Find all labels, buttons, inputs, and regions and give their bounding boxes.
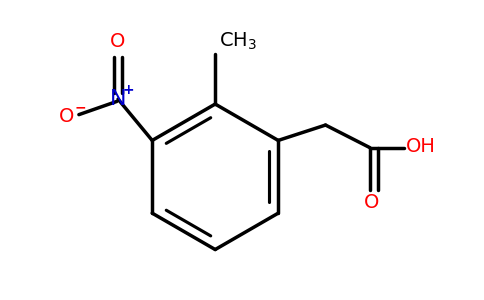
Text: −: − <box>74 100 86 115</box>
Text: OH: OH <box>406 137 436 156</box>
Text: O: O <box>364 193 379 212</box>
Text: N: N <box>110 89 126 109</box>
Text: O: O <box>59 106 74 125</box>
Text: O: O <box>110 32 126 51</box>
Text: CH$_3$: CH$_3$ <box>219 31 257 52</box>
Text: +: + <box>123 82 135 97</box>
